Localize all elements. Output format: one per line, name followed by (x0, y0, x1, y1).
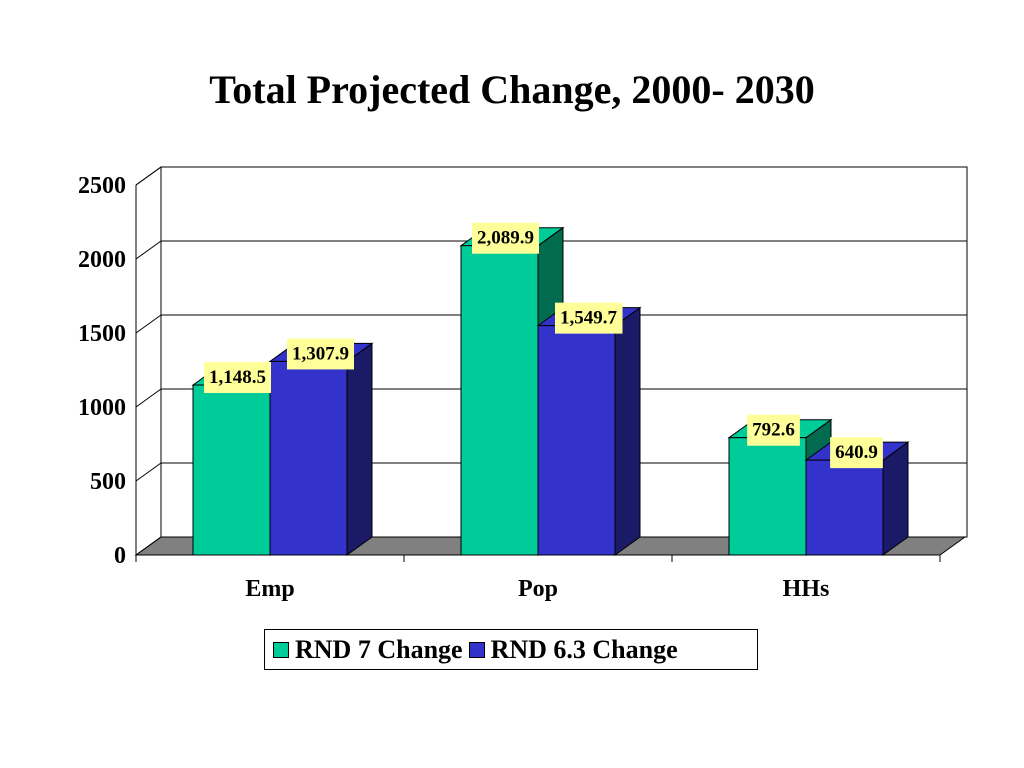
data-label: 1,307.9 (292, 343, 349, 364)
bar (192, 384, 271, 556)
legend-swatch-rnd7 (273, 641, 289, 658)
bar-side (346, 342, 373, 556)
data-label-box (830, 437, 883, 469)
data-label: 2,089.9 (477, 228, 534, 249)
data-label-box (287, 338, 354, 370)
data-label: 1,148.5 (209, 367, 266, 388)
legend-label-rnd7: RND 7 Change (295, 634, 463, 664)
y-tick-label: 500 (90, 469, 126, 495)
y-tick-diagonal (135, 314, 162, 334)
data-label-box (472, 222, 539, 254)
legend-swatch-rnd63 (468, 641, 485, 658)
data-label: 792.6 (752, 420, 795, 441)
data-label: 1,549.7 (560, 308, 618, 329)
chart-title: Total Projected Change, 2000- 2030 (209, 67, 815, 112)
y-tick-diagonal (135, 240, 162, 260)
y-tick-diagonal (135, 462, 162, 482)
data-label-box (204, 362, 271, 394)
legend-label-rnd63: RND 6.3 Change (490, 634, 678, 664)
y-tick-label: 1000 (78, 395, 126, 421)
data-label: 640.9 (835, 442, 878, 463)
x-tick-label: Emp (245, 576, 294, 602)
bar (537, 325, 616, 556)
legend-item-rnd63: RND 6.3 Change (468, 634, 678, 665)
data-label-box (747, 414, 800, 446)
y-tick-diagonal (135, 388, 162, 408)
bar (269, 360, 348, 556)
y-tick-label: 1500 (78, 321, 126, 347)
y-axis-top-diagonal (135, 166, 162, 186)
y-tick-diagonal (135, 536, 162, 556)
y-tick-label: 2000 (78, 247, 126, 273)
x-tick-label: Pop (518, 576, 558, 602)
y-tick-label: 0 (114, 543, 126, 569)
bar (805, 459, 884, 556)
data-label-box (555, 302, 623, 334)
bar (460, 245, 539, 556)
legend: RND 7 Change RND 6.3 Change (264, 629, 758, 670)
x-tick-label: HHs (783, 576, 830, 602)
bar (728, 437, 807, 556)
bar-side (614, 306, 641, 556)
legend-item-rnd7: RND 7 Change (273, 635, 463, 665)
y-tick-label: 2500 (78, 173, 126, 199)
bar-side (882, 441, 909, 556)
